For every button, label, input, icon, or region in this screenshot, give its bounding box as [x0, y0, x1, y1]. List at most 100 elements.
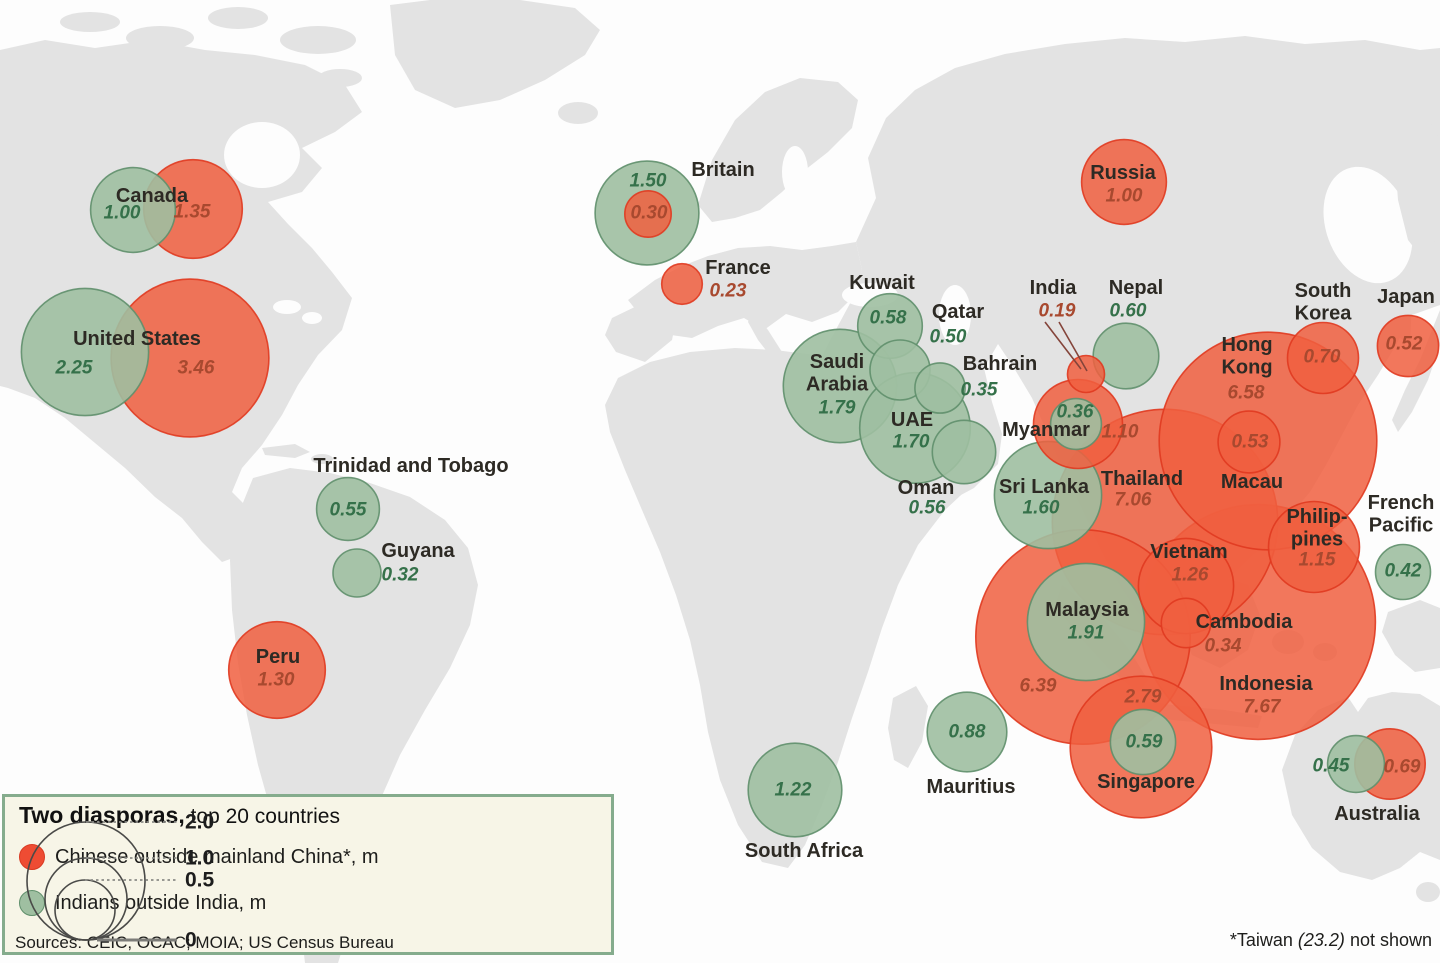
value-indian-australia: 0.45: [1313, 756, 1350, 777]
value-chinese-cambodia: 0.34: [1205, 636, 1242, 657]
bubble-indian-bahrain: [914, 362, 966, 414]
bubble-indian-singapore: [1109, 708, 1177, 776]
label-uae: UAE: [891, 409, 933, 431]
bubble-indian-guyana: [332, 548, 382, 598]
scale-label-0: 0: [185, 929, 197, 952]
pointer-line: [1058, 321, 1088, 372]
bubble-indian-mauritius: [926, 691, 1008, 773]
label-bahrain: Bahrain: [963, 353, 1037, 375]
scale-label-1: 1.0: [185, 847, 214, 870]
value-indian-guyana: 0.32: [382, 565, 419, 586]
label-indonesia: Indonesia: [1219, 673, 1313, 695]
label-philippines: Philip-pines: [1286, 506, 1347, 551]
bubble-chinese-russia: [1080, 138, 1168, 226]
value-indian-singapore: 0.59: [1126, 732, 1163, 753]
india-pointer-lines: [1044, 321, 1088, 372]
value-indian-canada: 1.00: [104, 203, 141, 224]
bubble-indian-nepal: [1092, 322, 1160, 390]
indian-series-swatch: [19, 890, 45, 916]
value-chinese-thailand: 7.06: [1115, 490, 1152, 511]
chinese-series-swatch: [19, 844, 45, 870]
label-trinidad-and-tobago: Trinidad and Tobago: [313, 455, 508, 477]
value-indian-sri-lanka: 1.60: [1023, 498, 1060, 519]
label-south-africa: South Africa: [745, 840, 864, 862]
label-france: France: [705, 257, 771, 279]
label-guyana: Guyana: [381, 540, 455, 562]
legend-row-indian: Indians outside India, m: [19, 889, 266, 917]
label-nepal: Nepal: [1109, 277, 1163, 299]
value-indian-bahrain: 0.35: [961, 380, 998, 401]
label-japan: Japan: [1377, 286, 1435, 308]
label-australia: Australia: [1334, 803, 1420, 825]
label-vietnam: Vietnam: [1150, 541, 1227, 563]
value-chinese-japan: 0.52: [1386, 334, 1423, 355]
value-indian-oman: 0.56: [909, 498, 946, 519]
value-indian-mauritius: 0.88: [949, 722, 986, 743]
value-chinese-macau: 0.53: [1232, 432, 1269, 453]
bubble-chinese-france: [660, 262, 704, 306]
value-indian-malaysia: 1.91: [1068, 623, 1105, 644]
bubble-indian-myanmar: [1049, 397, 1103, 451]
bubble-indian-french-pacific: [1374, 543, 1432, 601]
bubble-indian-australia: [1326, 734, 1386, 794]
taiwan-footnote: *Taiwan (23.2) not shown: [1229, 930, 1432, 950]
label-united-states: United States: [73, 328, 201, 350]
label-singapore: Singapore: [1097, 771, 1195, 793]
value-indian-nepal: 0.60: [1110, 301, 1147, 322]
label-malaysia: Malaysia: [1045, 599, 1129, 621]
value-indian-uae: 1.70: [893, 432, 930, 453]
pointer-line: [1044, 321, 1082, 370]
value-chinese-canada: 1.35: [174, 202, 211, 223]
value-chinese-france: 0.23: [710, 281, 747, 302]
label-hong-kong: Hong Kong: [1221, 334, 1272, 379]
label-mauritius: Mauritius: [927, 776, 1016, 798]
bubble-chinese-macau: [1217, 410, 1281, 474]
label-kuwait: Kuwait: [849, 272, 915, 294]
value-indian-united-states: 2.25: [55, 358, 93, 379]
label-canada: Canada: [116, 185, 189, 207]
label-myanmar: Myanmar: [1002, 419, 1090, 441]
legend: Two diasporas, top 20 countries Chinese …: [2, 794, 614, 955]
value-chinese-india: 0.19: [1039, 301, 1076, 322]
bubble-indian-trinidad-and-tobago: [315, 476, 381, 542]
label-oman: Oman: [898, 477, 955, 499]
value-indian-saudi-arabia: 1.79: [819, 398, 856, 419]
bubble-indian-united-states: [20, 287, 150, 417]
bubble-chinese-india: [1066, 354, 1106, 394]
value-chinese-vietnam: 1.26: [1172, 565, 1209, 586]
label-south-korea: South Korea: [1295, 280, 1353, 325]
value-chinese-myanmar: 1.10: [1102, 422, 1139, 443]
bubble-indian-canada: [89, 166, 177, 254]
label-thailand: Thailand: [1101, 468, 1183, 490]
bubble-size-scale: 2.0 1.0 0.5 0: [26, 811, 215, 952]
value-chinese-south-korea: 0.70: [1304, 347, 1341, 368]
label-macau: Macau: [1221, 471, 1283, 493]
value-indian-french-pacific: 0.42: [1385, 561, 1422, 582]
scale-label-2: 2.0: [185, 811, 214, 834]
value-chinese-australia: 0.69: [1384, 757, 1421, 778]
value-chinese-hong-kong: 6.58: [1228, 383, 1265, 404]
bubble-chinese-cambodia: [1160, 597, 1212, 649]
bubble-indian-oman: [931, 419, 997, 485]
bubble-chinese-britain: [623, 190, 672, 239]
bubble-indian-south-africa: [747, 742, 843, 838]
indian-series-label: Indians outside India, m: [55, 891, 267, 914]
label-russia: Russia: [1090, 162, 1156, 184]
value-chinese-indonesia: 7.67: [1244, 697, 1282, 718]
value-indian-myanmar: 0.36: [1057, 402, 1094, 423]
bubble-chinese-peru: [227, 620, 327, 720]
value-indian-trinidad-and-tobago: 0.55: [330, 500, 367, 521]
value-chinese-russia: 1.00: [1106, 186, 1143, 207]
value-chinese-britain: 0.30: [631, 203, 668, 224]
label-qatar: Qatar: [932, 301, 984, 323]
bubble-chinese-philippines: [1267, 500, 1361, 594]
value-chinese-peru: 1.30: [258, 670, 295, 691]
legend-row-chinese: Chinese outside mainland China*, m: [19, 843, 379, 871]
value-chinese-singapore: 2.79: [1124, 687, 1162, 708]
bubble-chinese-south-korea: [1286, 321, 1360, 395]
label-peru: Peru: [256, 646, 300, 668]
label-saudi-arabia: Saudi Arabia: [806, 351, 869, 396]
diaspora-bubbles: [20, 138, 1440, 838]
